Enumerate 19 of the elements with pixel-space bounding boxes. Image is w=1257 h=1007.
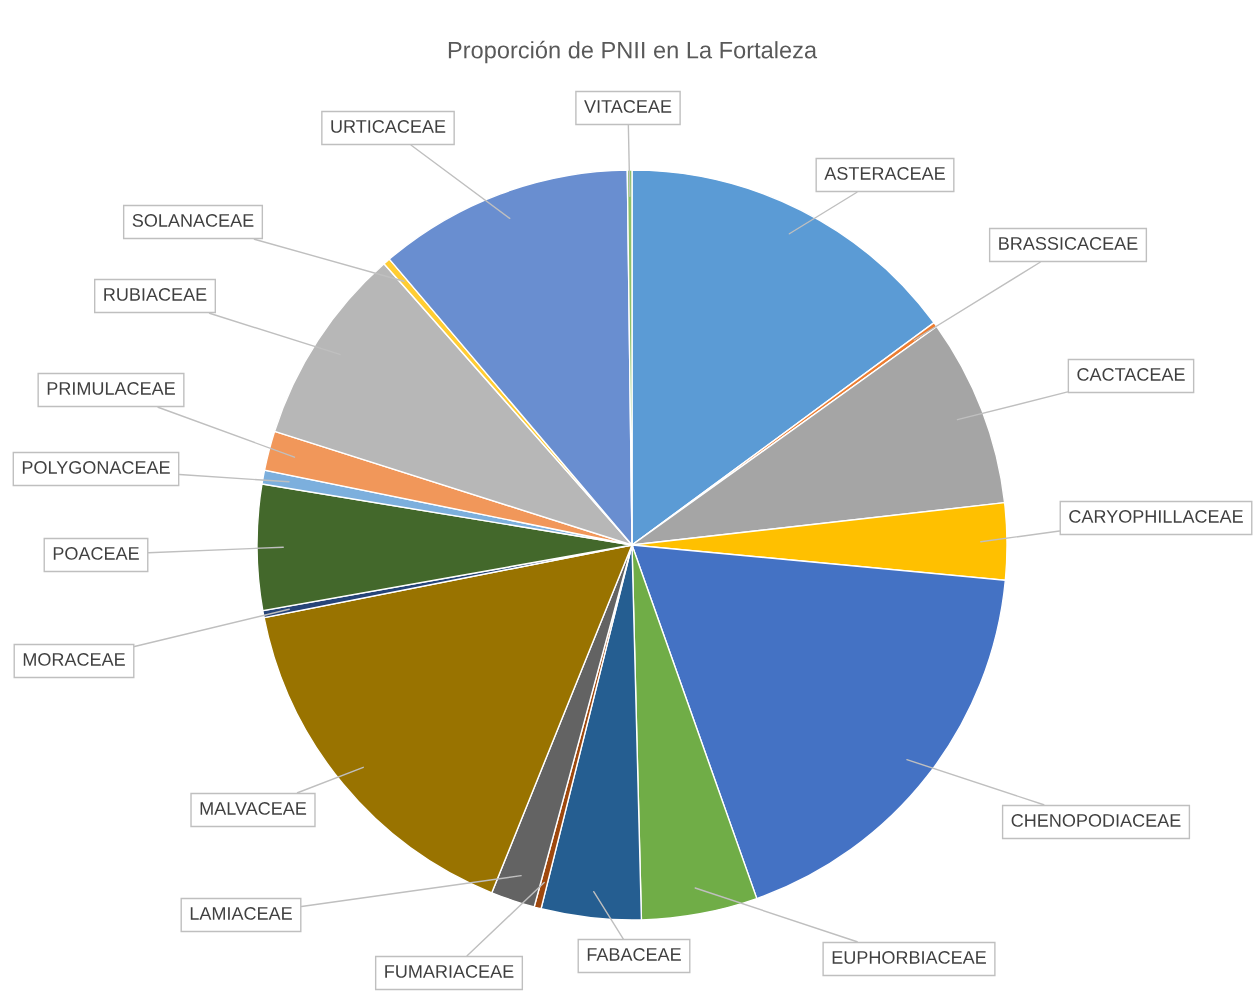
slice-label: URTICACEAE xyxy=(331,120,446,133)
slice-label: ASTERACEAE xyxy=(824,167,945,180)
slice-label: FABACEAE xyxy=(587,948,681,961)
slice-label: LAMIACEAE xyxy=(190,907,292,920)
slice-label: RUBIACEAE xyxy=(104,288,207,301)
slice-label: SOLANACEAE xyxy=(132,214,254,227)
slice-label: FUMARIACEAE xyxy=(385,965,514,978)
slice-label: VITACEAE xyxy=(584,100,672,113)
slice-label: BRASSICACEAE xyxy=(999,237,1138,250)
slice-label: EUPHORBIACEAE xyxy=(832,951,986,964)
slice-label: POLYGONACEAE xyxy=(22,461,170,474)
slice-label: CARYOPHILLACEAE xyxy=(1069,510,1243,523)
chart-title: Proporción de PNII en La Fortaleza xyxy=(448,40,818,64)
slice-label: POACEAE xyxy=(53,547,139,560)
slice-label: CHENOPODIACEAE xyxy=(1011,814,1181,827)
slice-label: MORACEAE xyxy=(23,653,125,666)
slice-label: PRIMULACEAE xyxy=(47,382,175,395)
slice-label: MALVACEAE xyxy=(200,802,307,815)
slice-label: CACTACEAE xyxy=(1077,368,1185,381)
